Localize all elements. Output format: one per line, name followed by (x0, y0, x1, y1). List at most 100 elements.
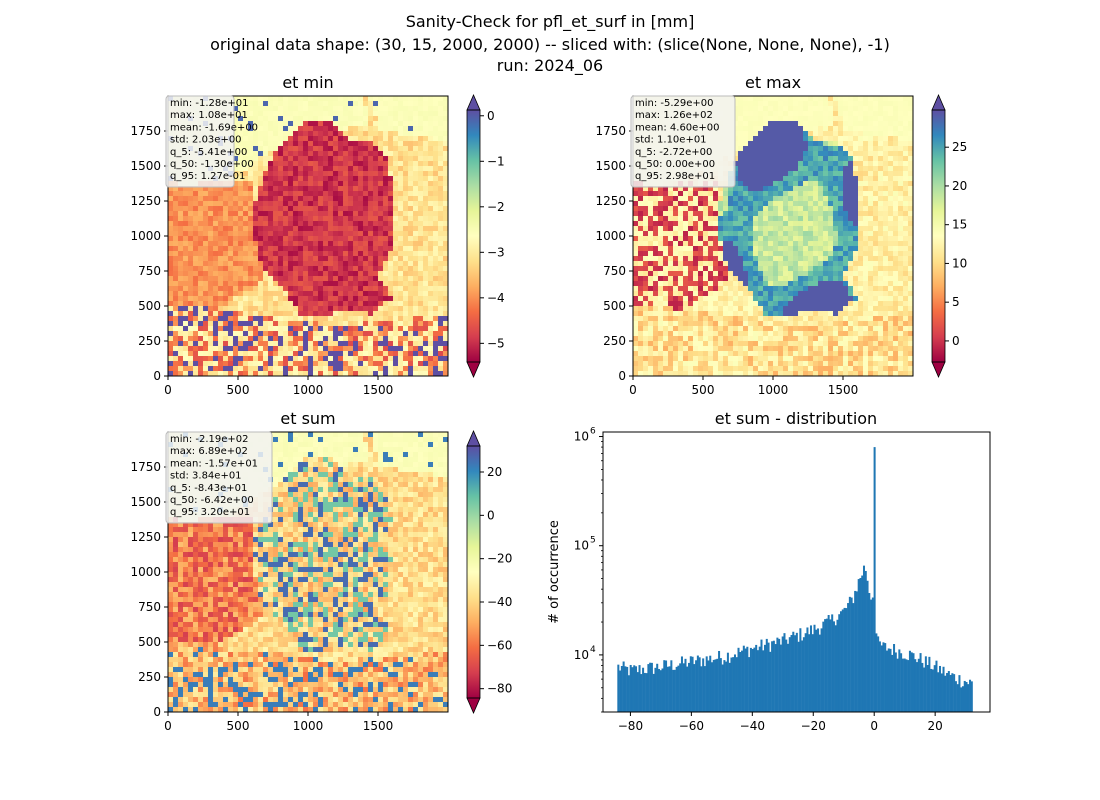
heatmap-cell (753, 171, 759, 177)
heatmap-cell (838, 146, 844, 152)
heatmap-cell (188, 246, 194, 252)
heatmap-cell (283, 246, 289, 252)
heatmap-cell (873, 111, 879, 117)
heatmap-cell (173, 346, 179, 352)
heatmap-cell (198, 201, 204, 207)
heatmap-cell (253, 331, 259, 337)
heatmap-cell (338, 341, 344, 347)
heatmap-cell (408, 151, 414, 157)
heatmap-cell (878, 226, 884, 232)
heatmap-cell (438, 161, 444, 167)
heatmap-cell (838, 176, 844, 182)
heatmap-cell (323, 336, 329, 342)
heatmap-cell (293, 171, 299, 177)
heatmap-cell (398, 326, 404, 332)
heatmap-cell (318, 201, 324, 207)
heatmap-cell (378, 246, 384, 252)
heatmap-cell (328, 291, 334, 297)
heatmap-cell (368, 196, 374, 202)
heatmap-cell (343, 221, 349, 227)
heatmap-cell (343, 366, 349, 372)
heatmap-cell (788, 101, 794, 107)
heatmap-cell (333, 366, 339, 372)
heatmap-cell (898, 166, 904, 172)
heatmap-cell (438, 296, 444, 302)
heatmap-cell (858, 111, 864, 117)
heatmap-cell (843, 111, 849, 117)
heatmap-cell (883, 101, 889, 107)
heatmap-cell (903, 171, 909, 177)
heatmap-cell (243, 241, 249, 247)
heatmap-cell (793, 151, 799, 157)
heatmap-cell (348, 156, 354, 162)
heatmap-cell (383, 281, 389, 287)
heatmap-cell (198, 256, 204, 262)
heatmap-cell (238, 231, 244, 237)
heatmap-cell (203, 301, 209, 307)
heatmap-cell (303, 111, 309, 117)
heatmap-cell (428, 246, 434, 252)
heatmap-cell (413, 141, 419, 147)
heatmap-cell (738, 106, 744, 112)
heatmap-cell (373, 201, 379, 207)
heatmap-cell (288, 166, 294, 172)
heatmap-cell (393, 121, 399, 127)
heatmap-cell (743, 236, 749, 242)
heatmap-cell (303, 276, 309, 282)
heatmap-cell (318, 191, 324, 197)
heatmap-cell (698, 186, 704, 192)
heatmap-cell (843, 181, 849, 187)
heatmap-cell (678, 231, 684, 237)
heatmap-cell (818, 236, 824, 242)
heatmap-cell (293, 216, 299, 222)
heatmap-cell (358, 201, 364, 207)
heatmap-cell (718, 201, 724, 207)
heatmap-cell (223, 286, 229, 292)
heatmap-cell (283, 151, 289, 157)
heatmap-cell (823, 221, 829, 227)
heatmap-cell (383, 366, 389, 372)
heatmap-cell (443, 276, 449, 282)
heatmap-cell (273, 96, 279, 102)
heatmap-cell (683, 201, 689, 207)
heatmap-cell (898, 236, 904, 242)
heatmap-cell (783, 96, 789, 102)
heatmap-cell (378, 306, 384, 312)
heatmap-cell (798, 146, 804, 152)
heatmap-cell (418, 201, 424, 207)
heatmap-cell (398, 331, 404, 337)
heatmap-cell (213, 361, 219, 367)
heatmap-cell (203, 356, 209, 362)
heatmap-cell (168, 206, 174, 212)
heatmap-cell (308, 316, 314, 322)
heatmap-cell (318, 171, 324, 177)
heatmap-cell (438, 361, 444, 367)
heatmap-cell (278, 371, 284, 377)
heatmap-cell (438, 301, 444, 307)
heatmap-cell (898, 201, 904, 207)
heatmap-cell (863, 191, 869, 197)
heatmap-cell (258, 216, 264, 222)
heatmap-cell (283, 266, 289, 272)
heatmap-cell (838, 221, 844, 227)
heatmap-cell (858, 211, 864, 217)
heatmap-cell (638, 236, 644, 242)
heatmap-cell (168, 231, 174, 237)
heatmap-cell (778, 161, 784, 167)
heatmap-cell (208, 261, 214, 267)
heatmap-cell (443, 181, 449, 187)
heatmap-cell (443, 191, 449, 197)
heatmap-cell (208, 191, 214, 197)
heatmap-cell (853, 171, 859, 177)
heatmap-cell (373, 131, 379, 137)
heatmap-cell (773, 186, 779, 192)
heatmap-cell (173, 371, 179, 377)
heatmap-cell (883, 251, 889, 257)
heatmap-cell (193, 196, 199, 202)
heatmap-cell (668, 231, 674, 237)
heatmap-cell (708, 211, 714, 217)
heatmap-cell (438, 156, 444, 162)
heatmap-cell (208, 256, 214, 262)
heatmap-cell (313, 231, 319, 237)
heatmap-cell (348, 201, 354, 207)
